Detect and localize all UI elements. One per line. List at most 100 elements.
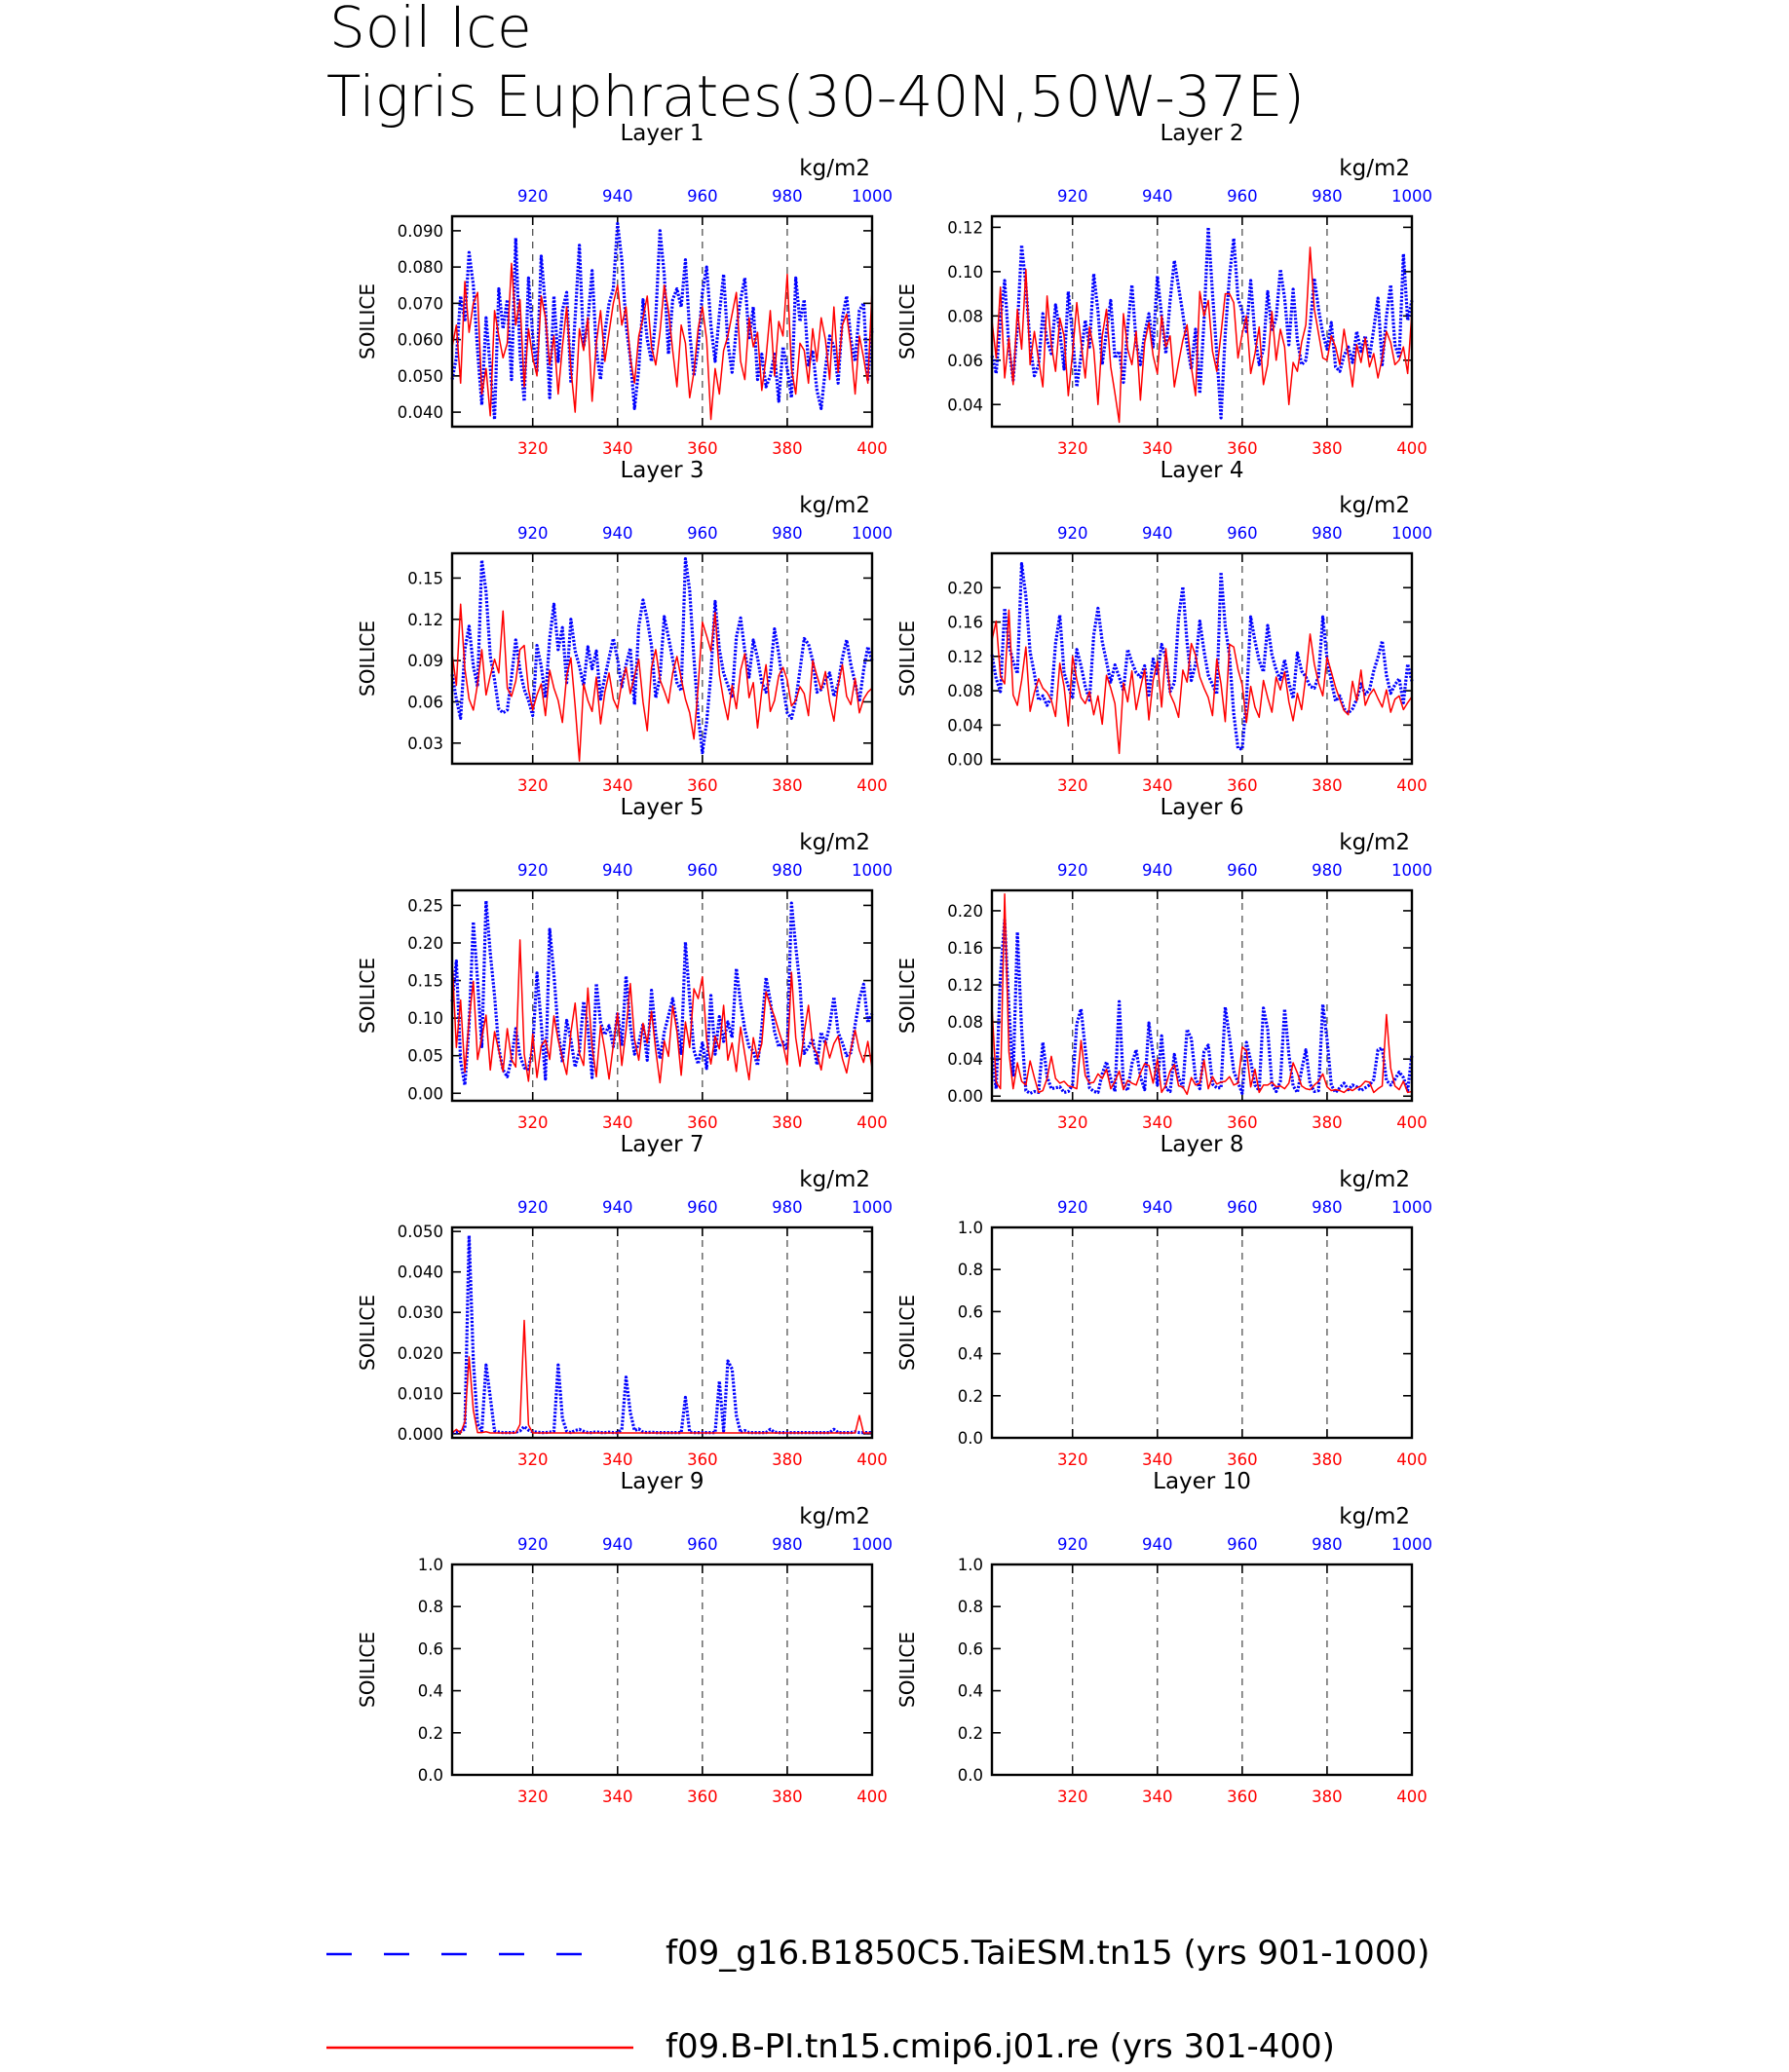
y-tick-label: 0.16: [947, 939, 983, 958]
x-bottom-tick-label: 400: [1396, 1788, 1427, 1806]
x-top-tick-label: 980: [772, 187, 803, 206]
y-axis-title: SOILICE: [356, 283, 379, 359]
y-axis-title: SOILICE: [895, 621, 919, 697]
x-bottom-tick-label: 360: [687, 439, 718, 458]
y-tick-label: 0.070: [398, 294, 443, 313]
y-tick-label: 0.03: [407, 735, 443, 753]
y-tick-label: 0.15: [407, 569, 443, 587]
series-line-control: [451, 262, 873, 421]
x-bottom-tick-label: 320: [517, 1450, 549, 1469]
x-bottom-tick-label: 380: [772, 1450, 803, 1469]
x-top-tick-label: 920: [517, 1535, 549, 1554]
plot-frame: [450, 1225, 874, 1440]
series-line-case: [450, 221, 874, 422]
x-bottom-tick-label: 380: [772, 776, 803, 795]
panel-layer-5: Layer 5 kg/m2 SOILICE 0.00 0.05 0.10 0.15 0.20 0…: [356, 795, 893, 1132]
x-top-tick-label: 980: [772, 1535, 803, 1554]
panel-layer-9: Layer 9 kg/m2 SOILICE 0.0 0.2 0.4 0.6 0.8 1.0 320…: [356, 1469, 893, 1806]
series-line-control: [991, 893, 1413, 1096]
x-top-tick-label: 940: [1142, 861, 1173, 880]
x-top-tick-label: 960: [687, 187, 718, 206]
panel-layer-3: Layer 3 kg/m2 SOILICE 0.03 0.06 0.09 0.12 0.15 3…: [356, 458, 893, 795]
plot-frame: [990, 1225, 1414, 1440]
figure-title-line-2: Tigris Euphrates(30-40N,50W-37E): [326, 63, 1305, 130]
panel-layer-7: Layer 7 kg/m2 SOILICE 0.000 0.010 0.020 0.030 0…: [356, 1132, 893, 1469]
x-bottom-tick-label: 340: [602, 1113, 633, 1132]
x-top-tick-label: 1000: [852, 1535, 893, 1554]
y-axis-title: SOILICE: [895, 958, 919, 1034]
panel-title: Layer 7: [620, 1132, 704, 1157]
x-top-tick-label: 1000: [852, 1198, 893, 1217]
panel-layer-10: Layer 10 kg/m2 SOILICE 0.0 0.2 0.4 0.6 0.8 1.0 32…: [895, 1469, 1432, 1806]
panel-title: Layer 4: [1160, 458, 1243, 483]
plot-frame: [450, 1563, 874, 1777]
x-bottom-tick-label: 380: [772, 439, 803, 458]
series-line-case: [451, 1233, 872, 1435]
y-tick-label: 0.080: [398, 258, 443, 277]
panel-layer-6: Layer 6 kg/m2 SOILICE 0.00 0.04 0.08 0.12 0.16 0…: [895, 795, 1432, 1132]
x-top-tick-label: 1000: [852, 187, 893, 206]
x-bottom-tick-label: 400: [1396, 1113, 1427, 1132]
x-bottom-tick-label: 360: [1227, 1450, 1258, 1469]
units-label: kg/m2: [1339, 1167, 1410, 1192]
y-tick-label: 0.2: [958, 1724, 983, 1743]
units-label: kg/m2: [1339, 830, 1410, 855]
y-tick-label: 0.060: [398, 331, 443, 350]
panel-title: Layer 3: [620, 458, 704, 483]
y-tick-label: 0.09: [407, 652, 443, 670]
series-line-control: [451, 603, 873, 762]
x-top-tick-label: 920: [517, 524, 549, 543]
x-bottom-tick-label: 320: [1057, 1113, 1088, 1132]
x-top-tick-label: 1000: [1391, 524, 1432, 543]
y-tick-label: 0.8: [418, 1598, 443, 1616]
y-tick-label: 0.12: [947, 976, 983, 995]
x-bottom-tick-label: 360: [687, 1450, 718, 1469]
y-axis-title: SOILICE: [895, 283, 919, 359]
y-tick-label: 0.06: [947, 352, 983, 370]
y-tick-label: 1.0: [958, 1219, 983, 1237]
units-label: kg/m2: [1339, 156, 1410, 181]
series-line-control: [451, 1319, 872, 1434]
x-bottom-tick-label: 340: [1142, 1450, 1173, 1469]
x-bottom-tick-label: 400: [1396, 439, 1427, 458]
x-top-tick-label: 980: [1312, 187, 1343, 206]
x-bottom-tick-label: 360: [687, 1788, 718, 1806]
y-tick-label: 0.2: [418, 1724, 443, 1743]
y-tick-label: 0.6: [958, 1302, 983, 1321]
x-bottom-tick-label: 320: [517, 776, 549, 795]
x-bottom-tick-label: 320: [517, 1113, 549, 1132]
y-tick-label: 0.04: [947, 716, 983, 735]
x-top-tick-label: 940: [1142, 1535, 1173, 1554]
plot-frame: [990, 888, 1414, 1103]
series-line-case: [990, 225, 1414, 420]
x-top-tick-label: 920: [1057, 1535, 1088, 1554]
x-top-tick-label: 940: [602, 1535, 633, 1554]
units-label: kg/m2: [799, 1167, 870, 1192]
x-top-tick-label: 980: [1312, 861, 1343, 880]
x-bottom-tick-label: 340: [1142, 776, 1173, 795]
y-tick-label: 0.25: [407, 896, 443, 915]
panel-layer-1: Layer 1 kg/m2 SOILICE 0.040 0.050 0.060 0.070 0…: [356, 121, 893, 458]
x-bottom-tick-label: 400: [856, 439, 888, 458]
x-top-tick-label: 920: [1057, 1198, 1088, 1217]
y-tick-label: 0.040: [398, 403, 443, 422]
x-top-tick-label: 940: [1142, 524, 1173, 543]
y-tick-label: 0.16: [947, 614, 983, 632]
x-bottom-tick-label: 400: [856, 776, 888, 795]
panel-layer-2: Layer 2 kg/m2 SOILICE 0.04 0.06 0.08 0.10 0.12 3…: [895, 121, 1432, 458]
series-line-case: [990, 918, 1414, 1095]
x-bottom-tick-label: 360: [687, 776, 718, 795]
x-bottom-tick-label: 380: [1312, 1450, 1343, 1469]
units-label: kg/m2: [1339, 1504, 1410, 1529]
series-line-case: [990, 561, 1414, 751]
x-top-tick-label: 960: [687, 1198, 718, 1217]
y-tick-label: 0.0: [418, 1766, 443, 1785]
x-top-tick-label: 940: [602, 861, 633, 880]
y-tick-label: 0.0: [958, 1429, 983, 1448]
x-top-tick-label: 920: [517, 1198, 549, 1217]
x-bottom-tick-label: 340: [1142, 439, 1173, 458]
x-top-tick-label: 960: [1227, 524, 1258, 543]
y-tick-label: 0.12: [407, 611, 443, 629]
y-tick-label: 0.090: [398, 222, 443, 241]
